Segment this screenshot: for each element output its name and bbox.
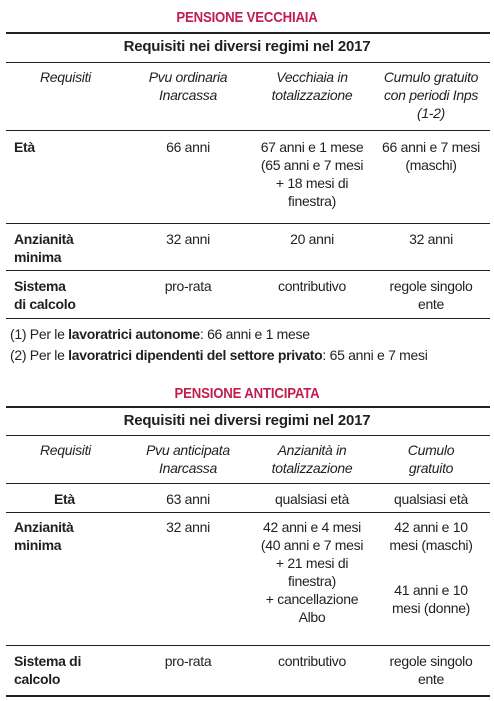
footnote-1: (1) Per le lavoratrici autonome: 66 anni… xyxy=(10,326,310,342)
row-label-eta: Età xyxy=(14,139,35,155)
divider xyxy=(6,483,490,484)
divider xyxy=(6,695,490,697)
footnote-2: (2) Per le lavoratrici dipendenti del se… xyxy=(10,347,428,363)
cell-eta-cumulo: 66 anni e 7 mesi (maschi) xyxy=(382,139,480,173)
cell-anz-pvu: 32 anni xyxy=(166,519,210,535)
cell-eta-pvu: 66 anni xyxy=(166,139,210,155)
divider xyxy=(6,512,490,513)
divider xyxy=(6,62,490,63)
divider xyxy=(6,435,490,436)
section-title-vecchiaia: PENSIONE VECCHIAIA xyxy=(176,9,318,26)
cell-sis-pvu: pro-rata xyxy=(164,653,212,669)
cell-eta-cumulo: qualsiasi età xyxy=(394,491,468,507)
cell-eta-totalizzazione: 67 anni e 1 mese (65 anni e 7 mesi + 18 me… xyxy=(260,139,364,209)
header-cumulo-gratuito: Cumulo gratuito con periodi Inps (1-2) xyxy=(383,69,479,121)
cell-sis-cumulo: regole singolo ente xyxy=(389,278,473,312)
table-subtitle: Requisiti nei diversi regimi nel 2017 xyxy=(123,412,371,429)
row-label-anzianita: Anzianità minima xyxy=(14,519,74,553)
row-label-sistema: Sistema di calcolo xyxy=(14,653,82,687)
cell-sis-totalizzazione: contributivo xyxy=(278,278,346,294)
header-pvu-ordinaria: Pvu ordinaria Inarcassa xyxy=(148,69,228,103)
divider xyxy=(6,406,490,408)
divider xyxy=(6,318,490,319)
cell-anz-pvu: 32 anni xyxy=(166,231,210,247)
header-requisiti: Requisiti xyxy=(40,69,91,85)
cell-anz-totalizzazione: 42 anni e 4 mesi (40 anni e 7 mesi + 21 me… xyxy=(260,519,364,625)
cell-anz-cumulo: 32 anni xyxy=(409,231,453,247)
cell-eta-pvu: 63 anni xyxy=(166,491,210,507)
header-cumulo-gratuito: Cumulo gratuito xyxy=(407,442,455,476)
divider xyxy=(6,270,490,271)
divider xyxy=(6,223,490,224)
header-vecchiaia-totalizzazione: Vecchiaia in totalizzazione xyxy=(271,69,353,103)
divider xyxy=(6,645,490,646)
cell-sis-pvu: pro-rata xyxy=(164,278,212,294)
header-anzianita-totalizzazione: Anzianità in totalizzazione xyxy=(271,442,353,476)
header-pvu-anticipata: Pvu anticipata Inarcassa xyxy=(146,442,230,476)
cell-sis-cumulo: regole singolo ente xyxy=(389,653,473,687)
divider xyxy=(6,32,490,34)
cell-eta-totalizzazione: qualsiasi età xyxy=(275,491,349,507)
header-requisiti: Requisiti xyxy=(40,442,91,458)
divider xyxy=(6,130,490,131)
table-subtitle: Requisiti nei diversi regimi nel 2017 xyxy=(123,38,371,55)
cell-anz-cumulo-maschi: 42 anni e 10 mesi (maschi) xyxy=(389,519,473,553)
row-label-anzianita: Anzianità minima xyxy=(14,231,74,265)
cell-anz-cumulo-donne: 41 anni e 10 mesi (donne) xyxy=(391,582,471,616)
section-title-anticipata: PENSIONE ANTICIPATA xyxy=(174,385,320,402)
cell-anz-totalizzazione: 20 anni xyxy=(290,231,334,247)
row-label-eta: Età xyxy=(54,491,75,507)
cell-sis-totalizzazione: contributivo xyxy=(278,653,346,669)
row-label-sistema: Sistema di calcolo xyxy=(14,278,76,312)
